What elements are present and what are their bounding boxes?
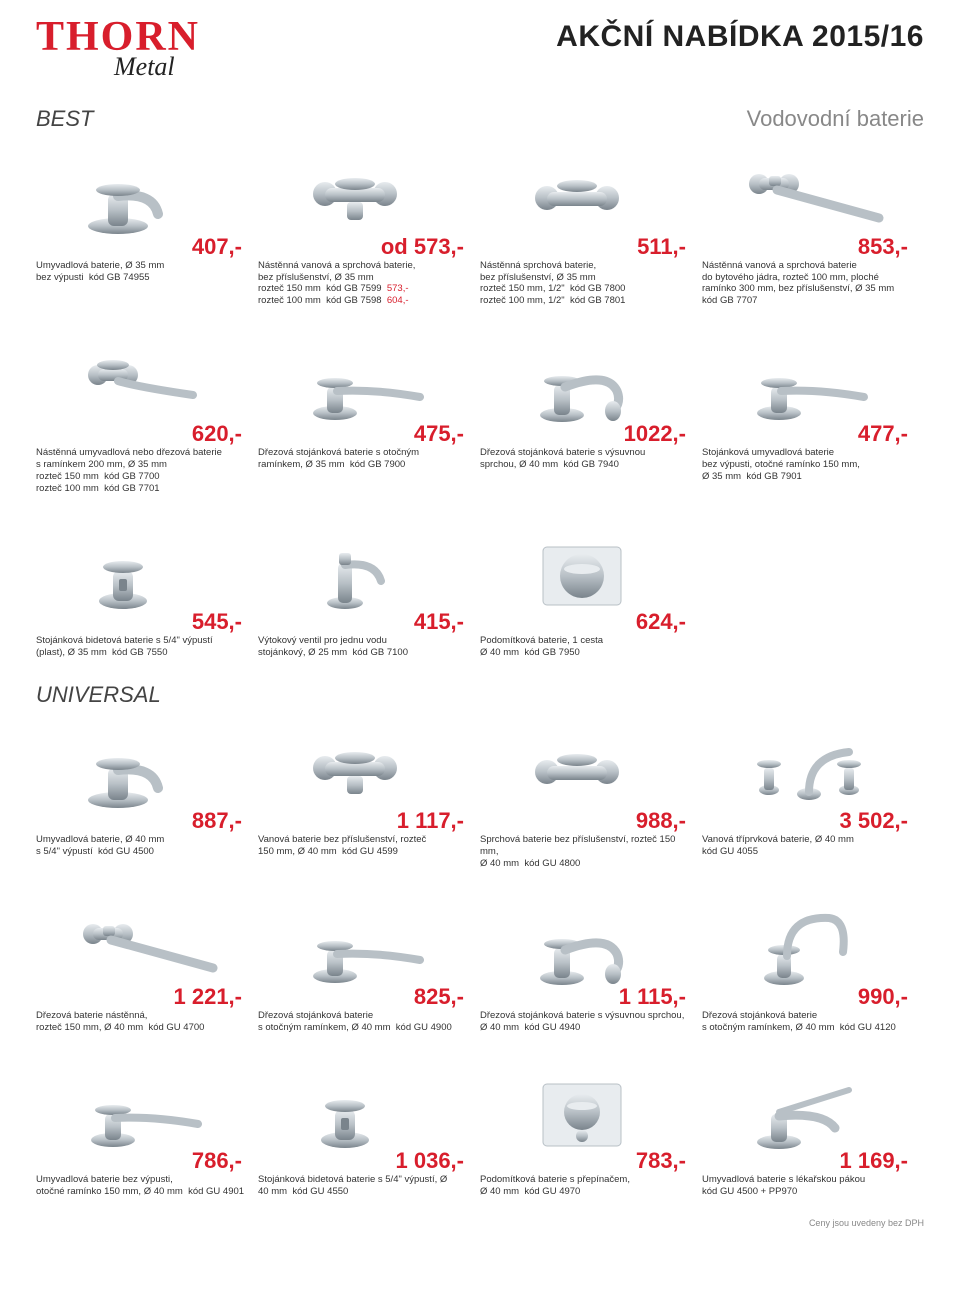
product-card: 477,-Stojánková umyvadlová bateriebez vý…: [702, 327, 924, 505]
product-row-3: 545,-Stojánková bidetová baterie s 5/4" …: [36, 515, 924, 669]
product-row-5: 1 221,-Dřezová baterie nástěnná,rozteč 1…: [36, 890, 924, 1044]
product-row-4: 887,-Umyvadlová baterie, Ø 40 mms 5/4" v…: [36, 714, 924, 880]
product-description: Nástěnná umyvadlová nebo dřezová baterie…: [36, 447, 250, 495]
product-card: 620,-Nástěnná umyvadlová nebo dřezová ba…: [36, 327, 258, 505]
product-card: 1 117,-Vanová baterie bez příslušenství,…: [258, 714, 480, 880]
product-card: 475,-Dřezová stojánková baterie s otočný…: [258, 327, 480, 505]
product-card: 783,-Podomítková baterie s přepínačem,Ø …: [480, 1054, 702, 1208]
section-subtitle: Vodovodní baterie: [747, 106, 924, 132]
section-name: BEST: [36, 106, 93, 132]
section-name-universal: UNIVERSAL: [36, 682, 924, 708]
product-image: [480, 521, 694, 617]
product-card: 853,-Nástěnná vanová a sprchová bateried…: [702, 140, 924, 318]
logo-sub: Metal: [114, 52, 200, 82]
product-image: [480, 146, 694, 242]
product-description: Dřezová stojánková bateries otočným ramí…: [702, 1010, 916, 1034]
product-description: Podomítková baterie, 1 cestaØ 40 mm kód …: [480, 635, 694, 659]
product-description: Výtokový ventil pro jednu vodustojánkový…: [258, 635, 472, 659]
product-card: 887,-Umyvadlová baterie, Ø 40 mms 5/4" v…: [36, 714, 258, 880]
product-card: 624,-Podomítková baterie, 1 cestaØ 40 mm…: [480, 515, 702, 669]
product-image: [480, 333, 694, 429]
product-card: 990,-Dřezová stojánková bateries otočným…: [702, 890, 924, 1044]
product-image: [258, 896, 472, 992]
product-description: Umyvadlová baterie s lékařskou pákoukód …: [702, 1174, 916, 1198]
product-description: Umyvadlová baterie, Ø 40 mms 5/4" výpust…: [36, 834, 250, 858]
product-description: Podomítková baterie s přepínačem,Ø 40 mm…: [480, 1174, 694, 1198]
logo-main: THORN: [36, 20, 200, 56]
product-image: [36, 146, 250, 242]
product-description: Dřezová stojánková baterie s výsuvnou sp…: [480, 1010, 694, 1034]
product-card: 415,-Výtokový ventil pro jednu vodustojá…: [258, 515, 480, 669]
product-card: 511,-Nástěnná sprchová baterie,bez přísl…: [480, 140, 702, 318]
product-card: 1 036,-Stojánková bidetová baterie s 5/4…: [258, 1054, 480, 1208]
product-description: Nástěnná vanová a sprchová bateriedo byt…: [702, 260, 916, 308]
product-card: 1 169,-Umyvadlová baterie s lékařskou pá…: [702, 1054, 924, 1208]
product-description: Vanová baterie bez příslušenství, rozteč…: [258, 834, 472, 858]
product-image: [480, 1060, 694, 1156]
product-row-6: 786,-Umyvadlová baterie bez výpusti,otoč…: [36, 1054, 924, 1208]
product-image: [36, 521, 250, 617]
product-card: 988,-Sprchová baterie bez příslušenství,…: [480, 714, 702, 880]
product-description: Sprchová baterie bez příslušenství, rozt…: [480, 834, 694, 870]
product-image: [480, 720, 694, 816]
product-row-2: 620,-Nástěnná umyvadlová nebo dřezová ba…: [36, 327, 924, 505]
product-description: Stojánková umyvadlová bateriebez výpusti…: [702, 447, 916, 483]
section-bar-best: BEST Vodovodní baterie: [36, 106, 924, 132]
product-description: Umyvadlová baterie bez výpusti,otočné ra…: [36, 1174, 250, 1198]
product-card: 825,-Dřezová stojánková bateries otočným…: [258, 890, 480, 1044]
product-image: [702, 333, 916, 429]
product-image: [258, 720, 472, 816]
product-description: Vanová tříprvková baterie, Ø 40 mmkód GU…: [702, 834, 916, 858]
product-card: 1 221,-Dřezová baterie nástěnná,rozteč 1…: [36, 890, 258, 1044]
product-image: [702, 1060, 916, 1156]
product-description: Dřezová stojánková baterie s výsuvnouspr…: [480, 447, 694, 471]
product-description: Nástěnná vanová a sprchová baterie,bez p…: [258, 260, 472, 308]
product-description: Nástěnná sprchová baterie,bez příslušens…: [480, 260, 694, 308]
product-image: [702, 146, 916, 242]
product-description: Umyvadlová baterie, Ø 35 mmbez výpusti k…: [36, 260, 250, 284]
product-image: [480, 896, 694, 992]
product-image: [36, 896, 250, 992]
product-description: Stojánková bidetová baterie s 5/4" výpus…: [258, 1174, 472, 1198]
product-image: [258, 333, 472, 429]
product-image: [258, 1060, 472, 1156]
product-description: Stojánková bidetová baterie s 5/4" výpus…: [36, 635, 250, 659]
product-description: Dřezová baterie nástěnná,rozteč 150 mm, …: [36, 1010, 250, 1034]
product-card: 407,-Umyvadlová baterie, Ø 35 mmbez výpu…: [36, 140, 258, 318]
product-card: 1022,-Dřezová stojánková baterie s výsuv…: [480, 327, 702, 505]
product-image: [36, 333, 250, 429]
product-image: [36, 720, 250, 816]
price-footnote: Ceny jsou uvedeny bez DPH: [36, 1218, 924, 1228]
product-image: [36, 1060, 250, 1156]
product-card: od 573,-Nástěnná vanová a sprchová bater…: [258, 140, 480, 318]
product-card: 545,-Stojánková bidetová baterie s 5/4" …: [36, 515, 258, 669]
product-card: 786,-Umyvadlová baterie bez výpusti,otoč…: [36, 1054, 258, 1208]
product-row-1: 407,-Umyvadlová baterie, Ø 35 mmbez výpu…: [36, 140, 924, 318]
product-description: Dřezová stojánková bateries otočným ramí…: [258, 1010, 472, 1034]
product-image: [702, 896, 916, 992]
brand-logo: THORN Metal: [36, 20, 200, 82]
product-card: 1 115,-Dřezová stojánková baterie s výsu…: [480, 890, 702, 1044]
product-description: Dřezová stojánková baterie s otočnýmramí…: [258, 447, 472, 471]
product-image: [702, 720, 916, 816]
product-card: 3 502,-Vanová tříprvková baterie, Ø 40 m…: [702, 714, 924, 880]
product-image: [258, 521, 472, 617]
product-image: [258, 146, 472, 242]
page-headline: AKČNÍ NABÍDKA 2015/16: [556, 20, 924, 54]
